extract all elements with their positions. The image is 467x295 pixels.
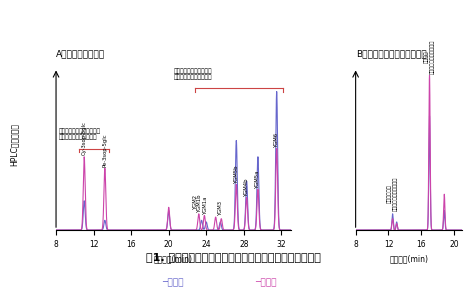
X-axis label: 溶出時間(min): 溶出時間(min) xyxy=(154,254,193,263)
X-axis label: 溶出時間(min): 溶出時間(min) xyxy=(389,254,429,263)
Text: カフェ酸
（発酵・熟成中に増加）: カフェ酸 （発酵・熟成中に増加） xyxy=(424,39,435,74)
Text: クロロゲン酸
（発酵・熟成中に分解）: クロロゲン酸 （発酵・熟成中に分解） xyxy=(387,176,398,211)
Text: YGM3: YGM3 xyxy=(218,200,223,215)
Text: YGM1b: YGM1b xyxy=(197,194,202,212)
Text: Cy-3sop-5glc: Cy-3sop-5glc xyxy=(82,121,87,155)
Text: YGM4b: YGM4b xyxy=(244,177,249,196)
Text: Pe-3sop-5glc: Pe-3sop-5glc xyxy=(102,133,107,167)
Text: アシル化アントシアニン
（発酵・熟成中に分解）: アシル化アントシアニン （発酵・熟成中に分解） xyxy=(173,68,212,80)
Text: YGM5a: YGM5a xyxy=(255,169,261,188)
Text: A．アントシアニン: A．アントシアニン xyxy=(56,49,105,58)
Text: YGM5b: YGM5b xyxy=(234,164,239,183)
Text: 図1. 紫サツマイモ味噌発酵･熟成中の機能性成分の変化: 図1. 紫サツマイモ味噌発酵･熟成中の機能性成分の変化 xyxy=(146,252,321,262)
Text: HPLCピーク強度: HPLCピーク強度 xyxy=(9,123,19,166)
Text: 非アシル化アントシアニン
（発酵・熟成中に増加）: 非アシル化アントシアニン （発酵・熟成中に増加） xyxy=(59,128,101,140)
Text: YGM1a: YGM1a xyxy=(203,195,208,214)
Text: B．その他ポリフェノール類: B．その他ポリフェノール類 xyxy=(356,49,426,58)
Text: ─熟成前: ─熟成前 xyxy=(162,279,184,288)
Text: ─熟成後: ─熟成後 xyxy=(255,279,277,288)
Text: YGM2: YGM2 xyxy=(192,194,198,209)
Text: YGM6: YGM6 xyxy=(274,132,279,147)
